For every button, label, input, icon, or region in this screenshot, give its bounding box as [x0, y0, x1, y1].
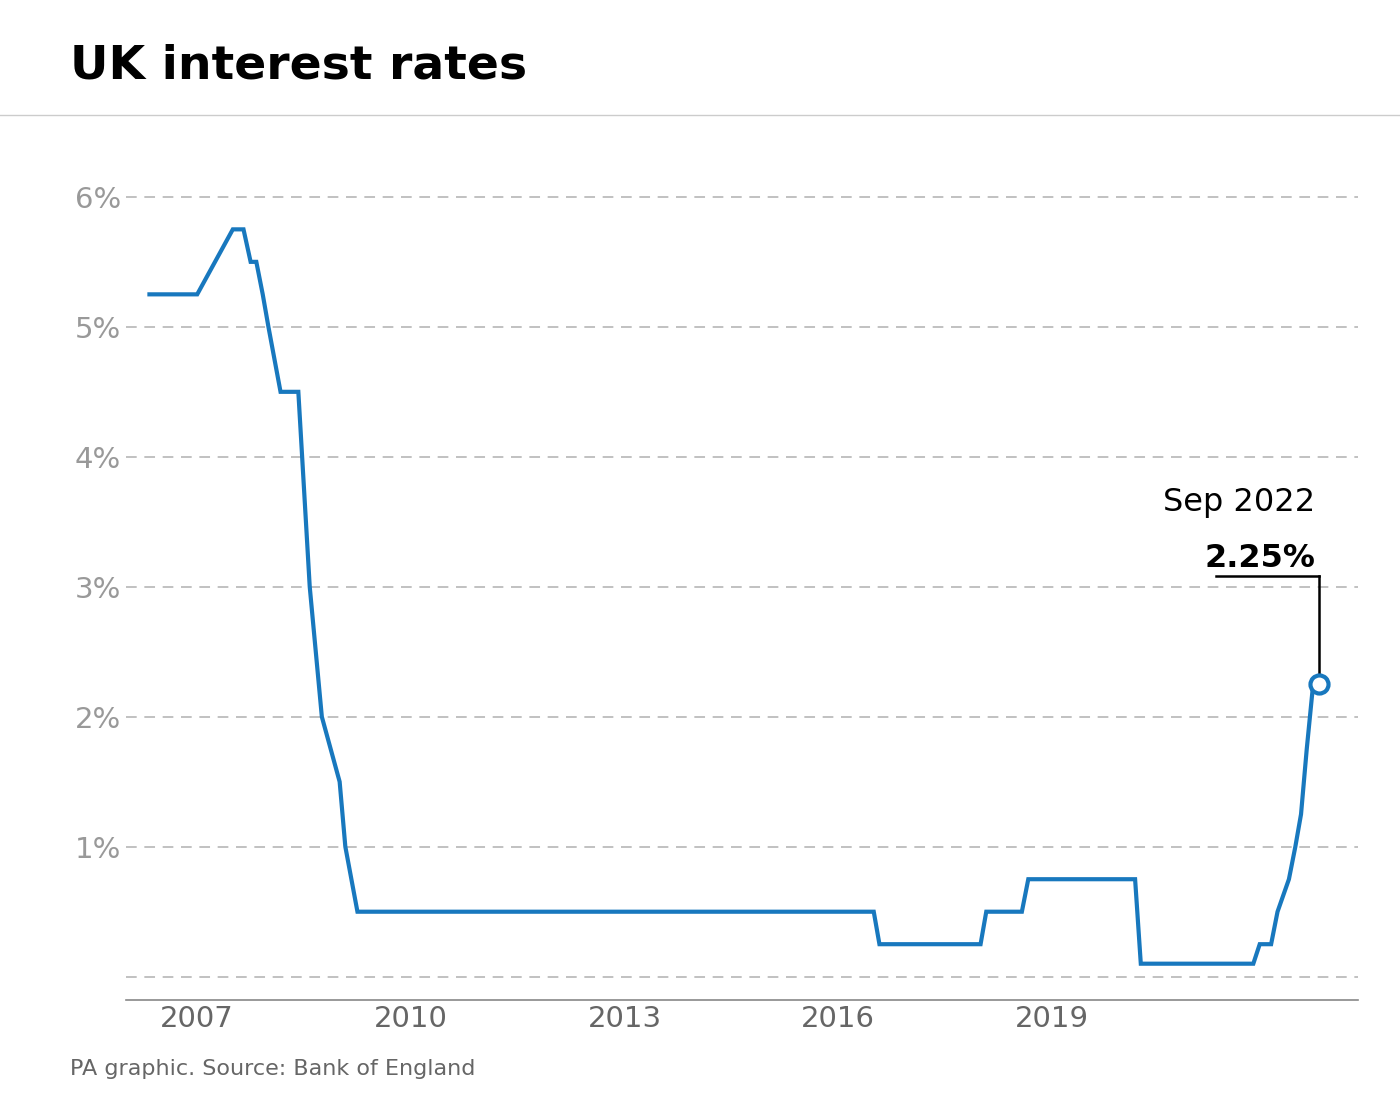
Text: 2.25%: 2.25% — [1204, 543, 1315, 574]
Text: UK interest rates: UK interest rates — [70, 44, 528, 89]
Text: PA graphic. Source: Bank of England: PA graphic. Source: Bank of England — [70, 1059, 476, 1079]
Text: Sep 2022: Sep 2022 — [1163, 487, 1315, 518]
